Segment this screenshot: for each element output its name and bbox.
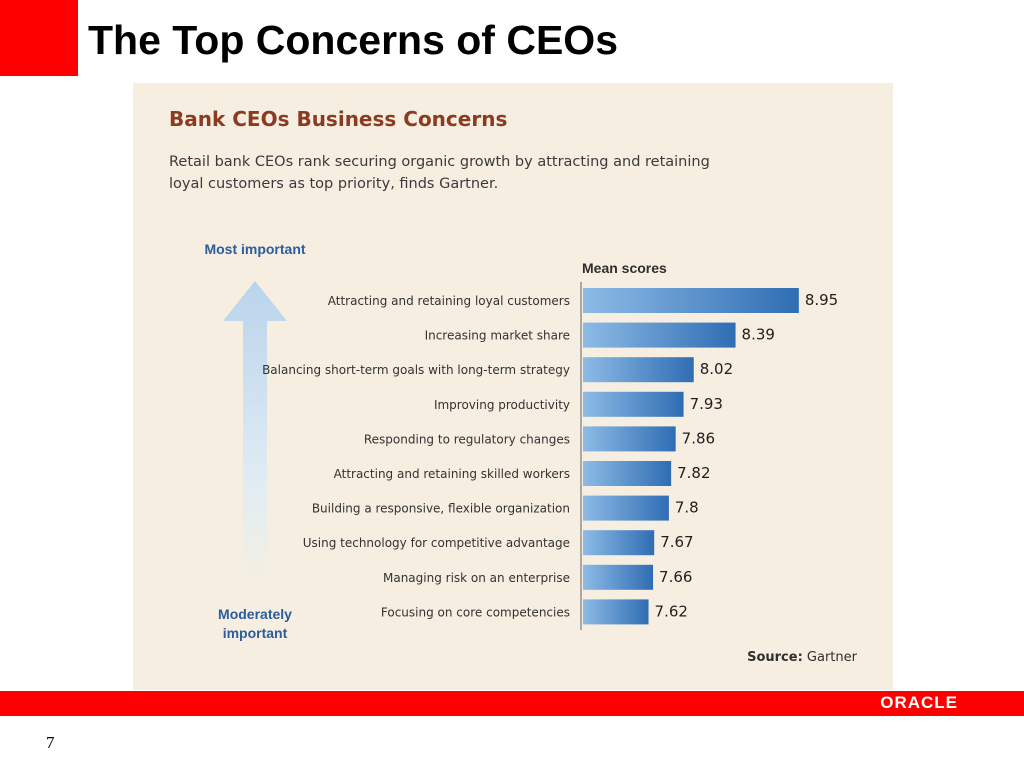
source-label: Source: [747, 650, 803, 665]
bar-category-label: Focusing on core competencies [381, 605, 570, 619]
most-important-label: Most important [204, 241, 306, 257]
bar-category-label: Balancing short-term goals with long-ter… [262, 363, 570, 377]
bar [583, 288, 799, 313]
source-note: Source: Gartner [747, 650, 857, 665]
chart-panel: Bank CEOs Business Concerns Retail bank … [133, 83, 893, 690]
bar-value-label: 7.86 [682, 429, 715, 447]
bar-chart: Attracting and retaining loyal customers… [262, 282, 838, 630]
bar [583, 357, 694, 383]
bar-value-label: 7.82 [677, 464, 710, 482]
bar-value-label: 7.67 [660, 533, 693, 551]
bar-category-label: Managing risk on an enterprise [383, 571, 570, 585]
bar-value-label: 7.66 [659, 568, 692, 586]
importance-arrow-icon [223, 281, 287, 581]
bar [583, 322, 736, 348]
bar-category-label: Responding to regulatory changes [364, 432, 570, 446]
bar-category-label: Attracting and retaining skilled workers [334, 467, 570, 481]
moderately-important-label: Moderately important [218, 606, 292, 641]
bar-value-label: 8.95 [805, 291, 838, 309]
bar-value-label: 8.02 [700, 360, 733, 378]
bar [583, 391, 684, 417]
bar [583, 461, 672, 486]
bar-category-label: Improving productivity [434, 398, 570, 412]
slide-title: The Top Concerns of CEOs [88, 17, 618, 63]
bar [583, 426, 676, 452]
page-number: 7 [46, 733, 55, 752]
bar-category-label: Using technology for competitive advanta… [303, 536, 570, 550]
bar-value-label: 7.8 [675, 499, 699, 517]
bar-category-label: Attracting and retaining loyal customers [328, 294, 570, 308]
oracle-logo: ORACLE [880, 693, 958, 712]
bar-value-label: 8.39 [742, 326, 775, 344]
chart-subtitle: Retail bank CEOs rank securing organic g… [169, 154, 710, 192]
mean-scores-header: Mean scores [582, 260, 667, 276]
bar-value-label: 7.93 [690, 395, 723, 413]
bar-category-label: Building a responsive, flexible organiza… [312, 502, 570, 516]
bar [583, 599, 649, 625]
bar [583, 495, 669, 521]
footer-bar: ORACLE [0, 691, 1024, 716]
source-value: Gartner [806, 650, 857, 665]
chart-title: Bank CEOs Business Concerns [169, 107, 508, 131]
bar [583, 530, 655, 556]
title-accent-block [0, 0, 78, 76]
bar-category-label: Increasing market share [425, 329, 570, 343]
bar-value-label: 7.62 [655, 602, 688, 620]
bar [583, 564, 654, 590]
